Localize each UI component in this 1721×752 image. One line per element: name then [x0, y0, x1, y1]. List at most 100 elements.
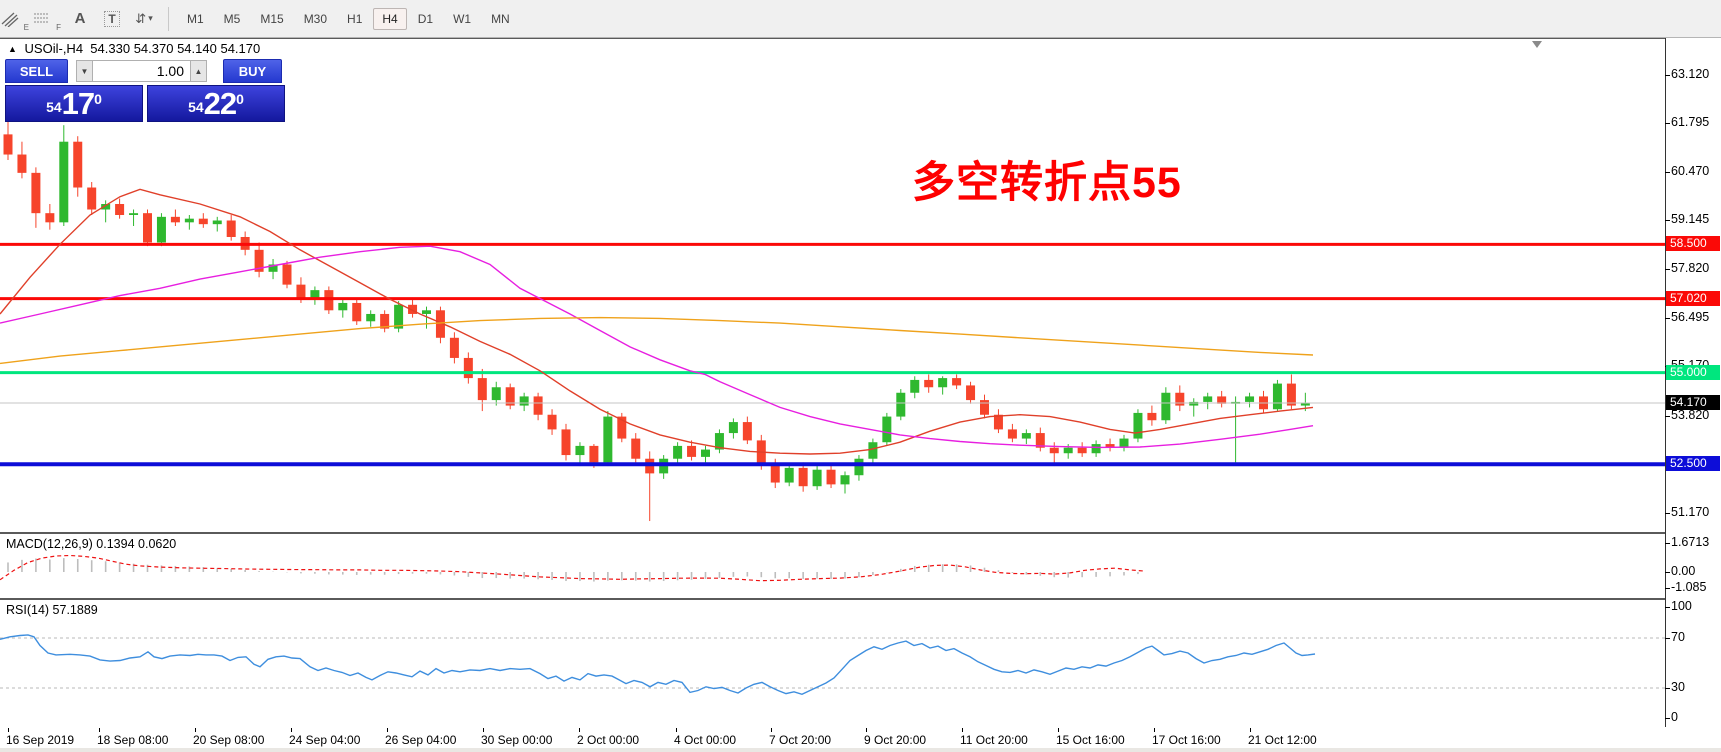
ohlc-low: 54.140 [177, 41, 217, 56]
timeframe-h4[interactable]: H4 [373, 7, 407, 30]
date-label: 11 Oct 20:00 [960, 733, 1028, 747]
price-line-tag: 55.000 [1666, 365, 1720, 380]
ma-fast-red [0, 188, 1314, 455]
date-label: 24 Sep 04:00 [289, 733, 361, 747]
date-tick-mark [1058, 728, 1059, 732]
date-tick-mark [8, 728, 9, 732]
window-footer-strip [0, 748, 1721, 752]
cursor-mode-icon[interactable]: ⇵ ▾ [129, 6, 159, 32]
date-tick-mark [387, 728, 388, 732]
macd-panel[interactable] [0, 533, 1665, 599]
sell-button[interactable]: SELL [5, 59, 68, 83]
price-tick-label: 53.820 [1671, 408, 1710, 422]
macd-tick-label: -1.085 [1671, 580, 1707, 594]
price-tick-label: 60.470 [1671, 164, 1710, 178]
bid-big-figure: 54 [46, 99, 62, 115]
macd-tick-mark [1665, 588, 1670, 589]
timeframe-m30[interactable]: M30 [303, 11, 328, 26]
price-line-tag: 57.020 [1666, 291, 1720, 306]
collapse-arrow-icon[interactable]: ▲ [8, 44, 17, 54]
timeframe-m15[interactable]: M15 [260, 11, 284, 26]
price-tick-label: 61.795 [1671, 115, 1710, 129]
macd-chart[interactable] [0, 533, 1665, 597]
price-tick-label: 51.170 [1671, 505, 1710, 519]
timeframe-d1[interactable]: D1 [417, 11, 434, 26]
date-tick-mark [676, 728, 677, 732]
timeframe-m1[interactable]: M1 [187, 11, 204, 26]
date-label: 21 Oct 12:00 [1248, 733, 1317, 747]
tool-sub-label: E [23, 22, 29, 32]
chart-text-annotation: 多空转折点55 [912, 159, 1182, 207]
candlestick-chart[interactable] [0, 38, 1665, 531]
price-axis-border [1665, 38, 1666, 727]
price-tick-mark [1665, 513, 1670, 514]
chevron-down-icon: ▾ [148, 13, 153, 23]
price-tick-mark [1665, 220, 1670, 221]
cursor-arrows-glyph: ⇵ [135, 10, 147, 26]
macd-signal-line [0, 554, 1146, 582]
date-tick-mark [1154, 728, 1155, 732]
date-tick-mark [771, 728, 772, 732]
ask-point: 0 [236, 91, 244, 107]
date-label: 15 Oct 16:00 [1056, 733, 1125, 747]
timeframe-m5[interactable]: M5 [223, 11, 241, 26]
fibonacci-icon[interactable]: F [33, 6, 63, 32]
date-tick-mark [1250, 728, 1251, 732]
rsi-line [0, 634, 1316, 696]
rsi-chart[interactable] [0, 599, 1665, 727]
timeframe-buttons: M1 M5 M15 M30 H1 H4 D1 W1 MN [177, 7, 520, 30]
date-tick-mark [99, 728, 100, 732]
timeframe-mn[interactable]: MN [491, 11, 510, 26]
volume-increase-button[interactable]: ▲ [190, 60, 207, 82]
ma-slow-orange [0, 316, 1314, 365]
macd-histogram [7, 558, 1139, 582]
timeframe-h1[interactable]: H1 [347, 11, 363, 26]
rsi-tick-label: 70 [1671, 630, 1685, 644]
macd-tick-mark [1665, 543, 1670, 544]
moving-averages-layer [0, 188, 1314, 455]
rsi-panel[interactable] [0, 599, 1665, 729]
price-tick-label: 57.820 [1671, 261, 1710, 275]
ask-price-display[interactable]: 54 22 0 [147, 85, 285, 122]
price-line-tag: 58.500 [1666, 236, 1720, 251]
tool-sub-label: F [56, 22, 61, 32]
fibonacci-lines-glyph [34, 13, 49, 22]
draw-channel-icon[interactable]: E [1, 6, 31, 32]
rsi-tick-label: 30 [1671, 680, 1685, 694]
one-click-trading-widget: SELL ▼ ▲ BUY 54 17 0 54 22 0 [5, 59, 287, 122]
symbol-period-label: USOil-,H4 [24, 41, 84, 56]
price-tick-mark [1665, 416, 1670, 417]
volume-input[interactable] [93, 60, 190, 82]
arrow-label-icon[interactable]: A [65, 6, 95, 32]
date-label: 4 Oct 00:00 [674, 733, 737, 747]
date-tick-mark [483, 728, 484, 732]
bid-pips: 17 [61, 86, 95, 121]
volume-stepper: ▼ ▲ [76, 60, 207, 82]
text-tool-icon[interactable]: T [97, 6, 127, 32]
symbol-info-bar: ▲ USOil-,H4 54.330 54.370 54.140 54.170 [8, 41, 260, 56]
timeframe-w1[interactable]: W1 [453, 11, 472, 26]
date-label: 18 Sep 08:00 [97, 733, 169, 747]
date-tick-mark [291, 728, 292, 732]
rsi-label: RSI(14) 57.1889 [6, 603, 98, 617]
chart-shift-marker-icon[interactable] [1532, 41, 1542, 48]
date-label: 2 Oct 00:00 [577, 733, 640, 747]
rsi-tick-mark [1665, 688, 1670, 689]
channel-lines-glyph [1, 12, 19, 27]
date-tick-mark [195, 728, 196, 732]
macd-tick-label: 0.00 [1671, 564, 1696, 578]
bid-price-display[interactable]: 54 17 0 [5, 85, 143, 122]
bid-point: 0 [94, 91, 102, 107]
ohlc-close: 54.170 [220, 41, 261, 56]
price-tick-mark [1665, 172, 1670, 173]
date-label: 20 Sep 08:00 [193, 733, 265, 747]
date-label: 30 Sep 00:00 [481, 733, 553, 747]
rsi-tick-mark [1665, 607, 1670, 608]
ma-mid-magenta [0, 245, 1314, 449]
ask-pips: 22 [203, 86, 237, 121]
price-tick-label: 63.120 [1671, 67, 1710, 81]
macd-tick-mark [1665, 572, 1670, 573]
price-tick-mark [1665, 123, 1670, 124]
volume-decrease-button[interactable]: ▼ [76, 60, 93, 82]
buy-button[interactable]: BUY [223, 59, 282, 83]
